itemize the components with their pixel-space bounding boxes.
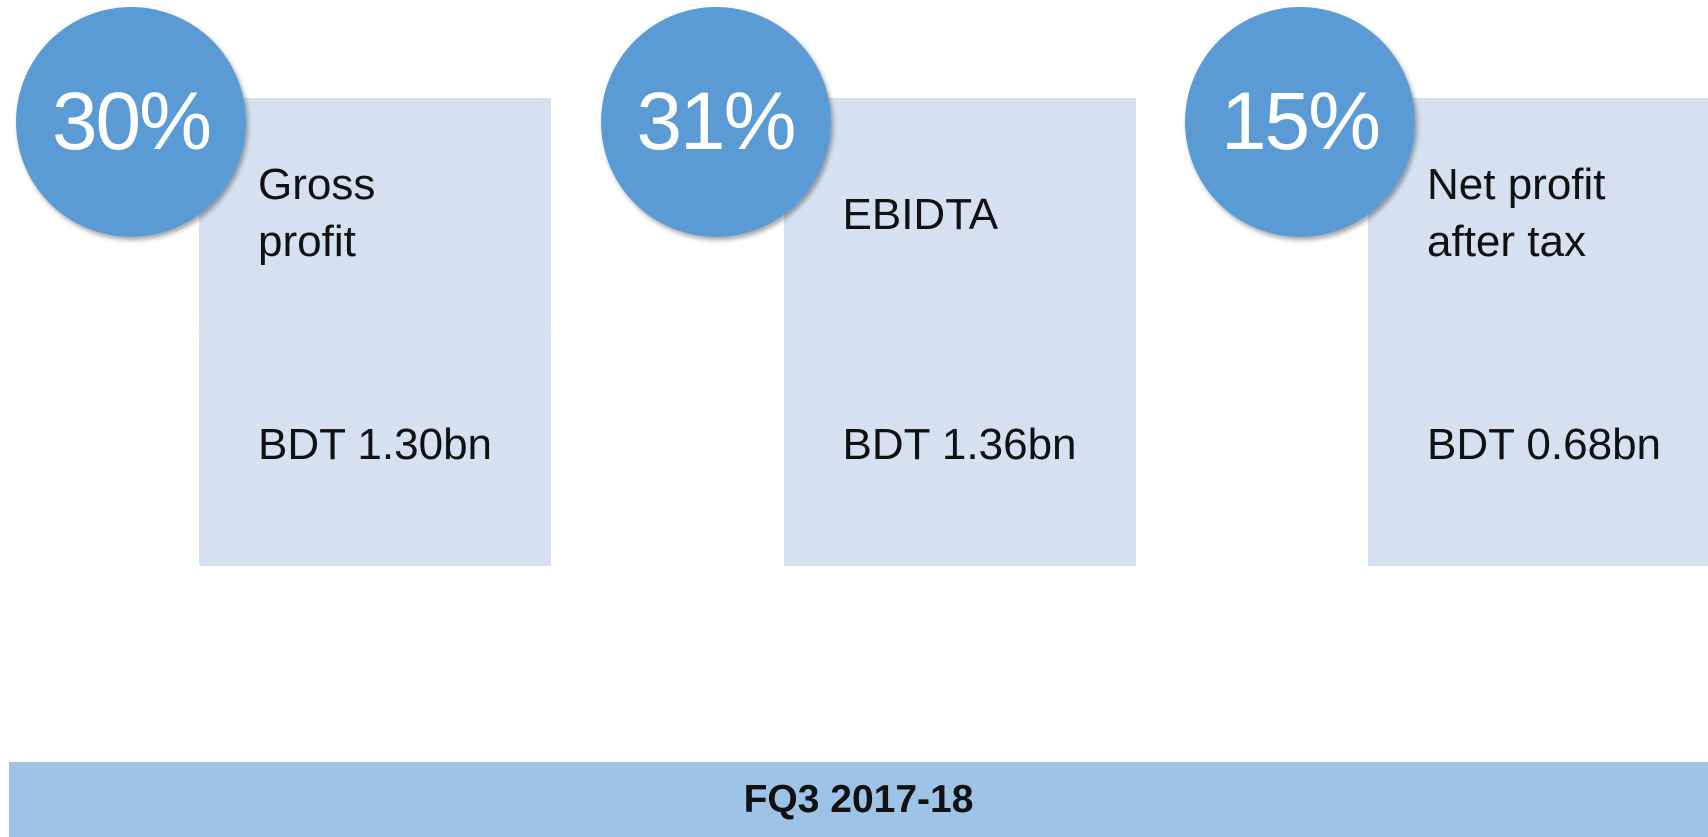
card: Net profit after tax BDT 0.68bn	[1368, 98, 1708, 566]
label-line: Net profit	[1427, 160, 1606, 209]
card-label: Net profit after tax	[1427, 156, 1606, 270]
card-divider	[783, 332, 1136, 333]
card-divider	[199, 332, 551, 333]
card-label: Gross profit	[258, 156, 375, 270]
footer-title: FQ3 2017-18	[743, 777, 974, 821]
footer-bar: FQ3 2017-18	[9, 762, 1708, 837]
percent-circle: 15%	[1185, 7, 1415, 237]
percent-circle: 30%	[16, 7, 246, 237]
card-divider	[1368, 332, 1708, 333]
card-label: EBIDTA	[843, 186, 999, 243]
card-value: BDT 1.36bn	[842, 420, 1077, 469]
label-line: EBIDTA	[842, 190, 999, 239]
label-line: after tax	[1427, 217, 1586, 266]
card: EBIDTA BDT 1.36bn	[783, 98, 1136, 566]
card: Gross profit BDT 1.30bn	[199, 98, 551, 566]
card-value: BDT 1.30bn	[258, 420, 493, 469]
card-value: BDT 0.68bn	[1427, 420, 1662, 469]
label-line: Gross	[258, 160, 376, 209]
percent-circle: 31%	[600, 7, 831, 237]
label-line: profit	[258, 217, 356, 266]
